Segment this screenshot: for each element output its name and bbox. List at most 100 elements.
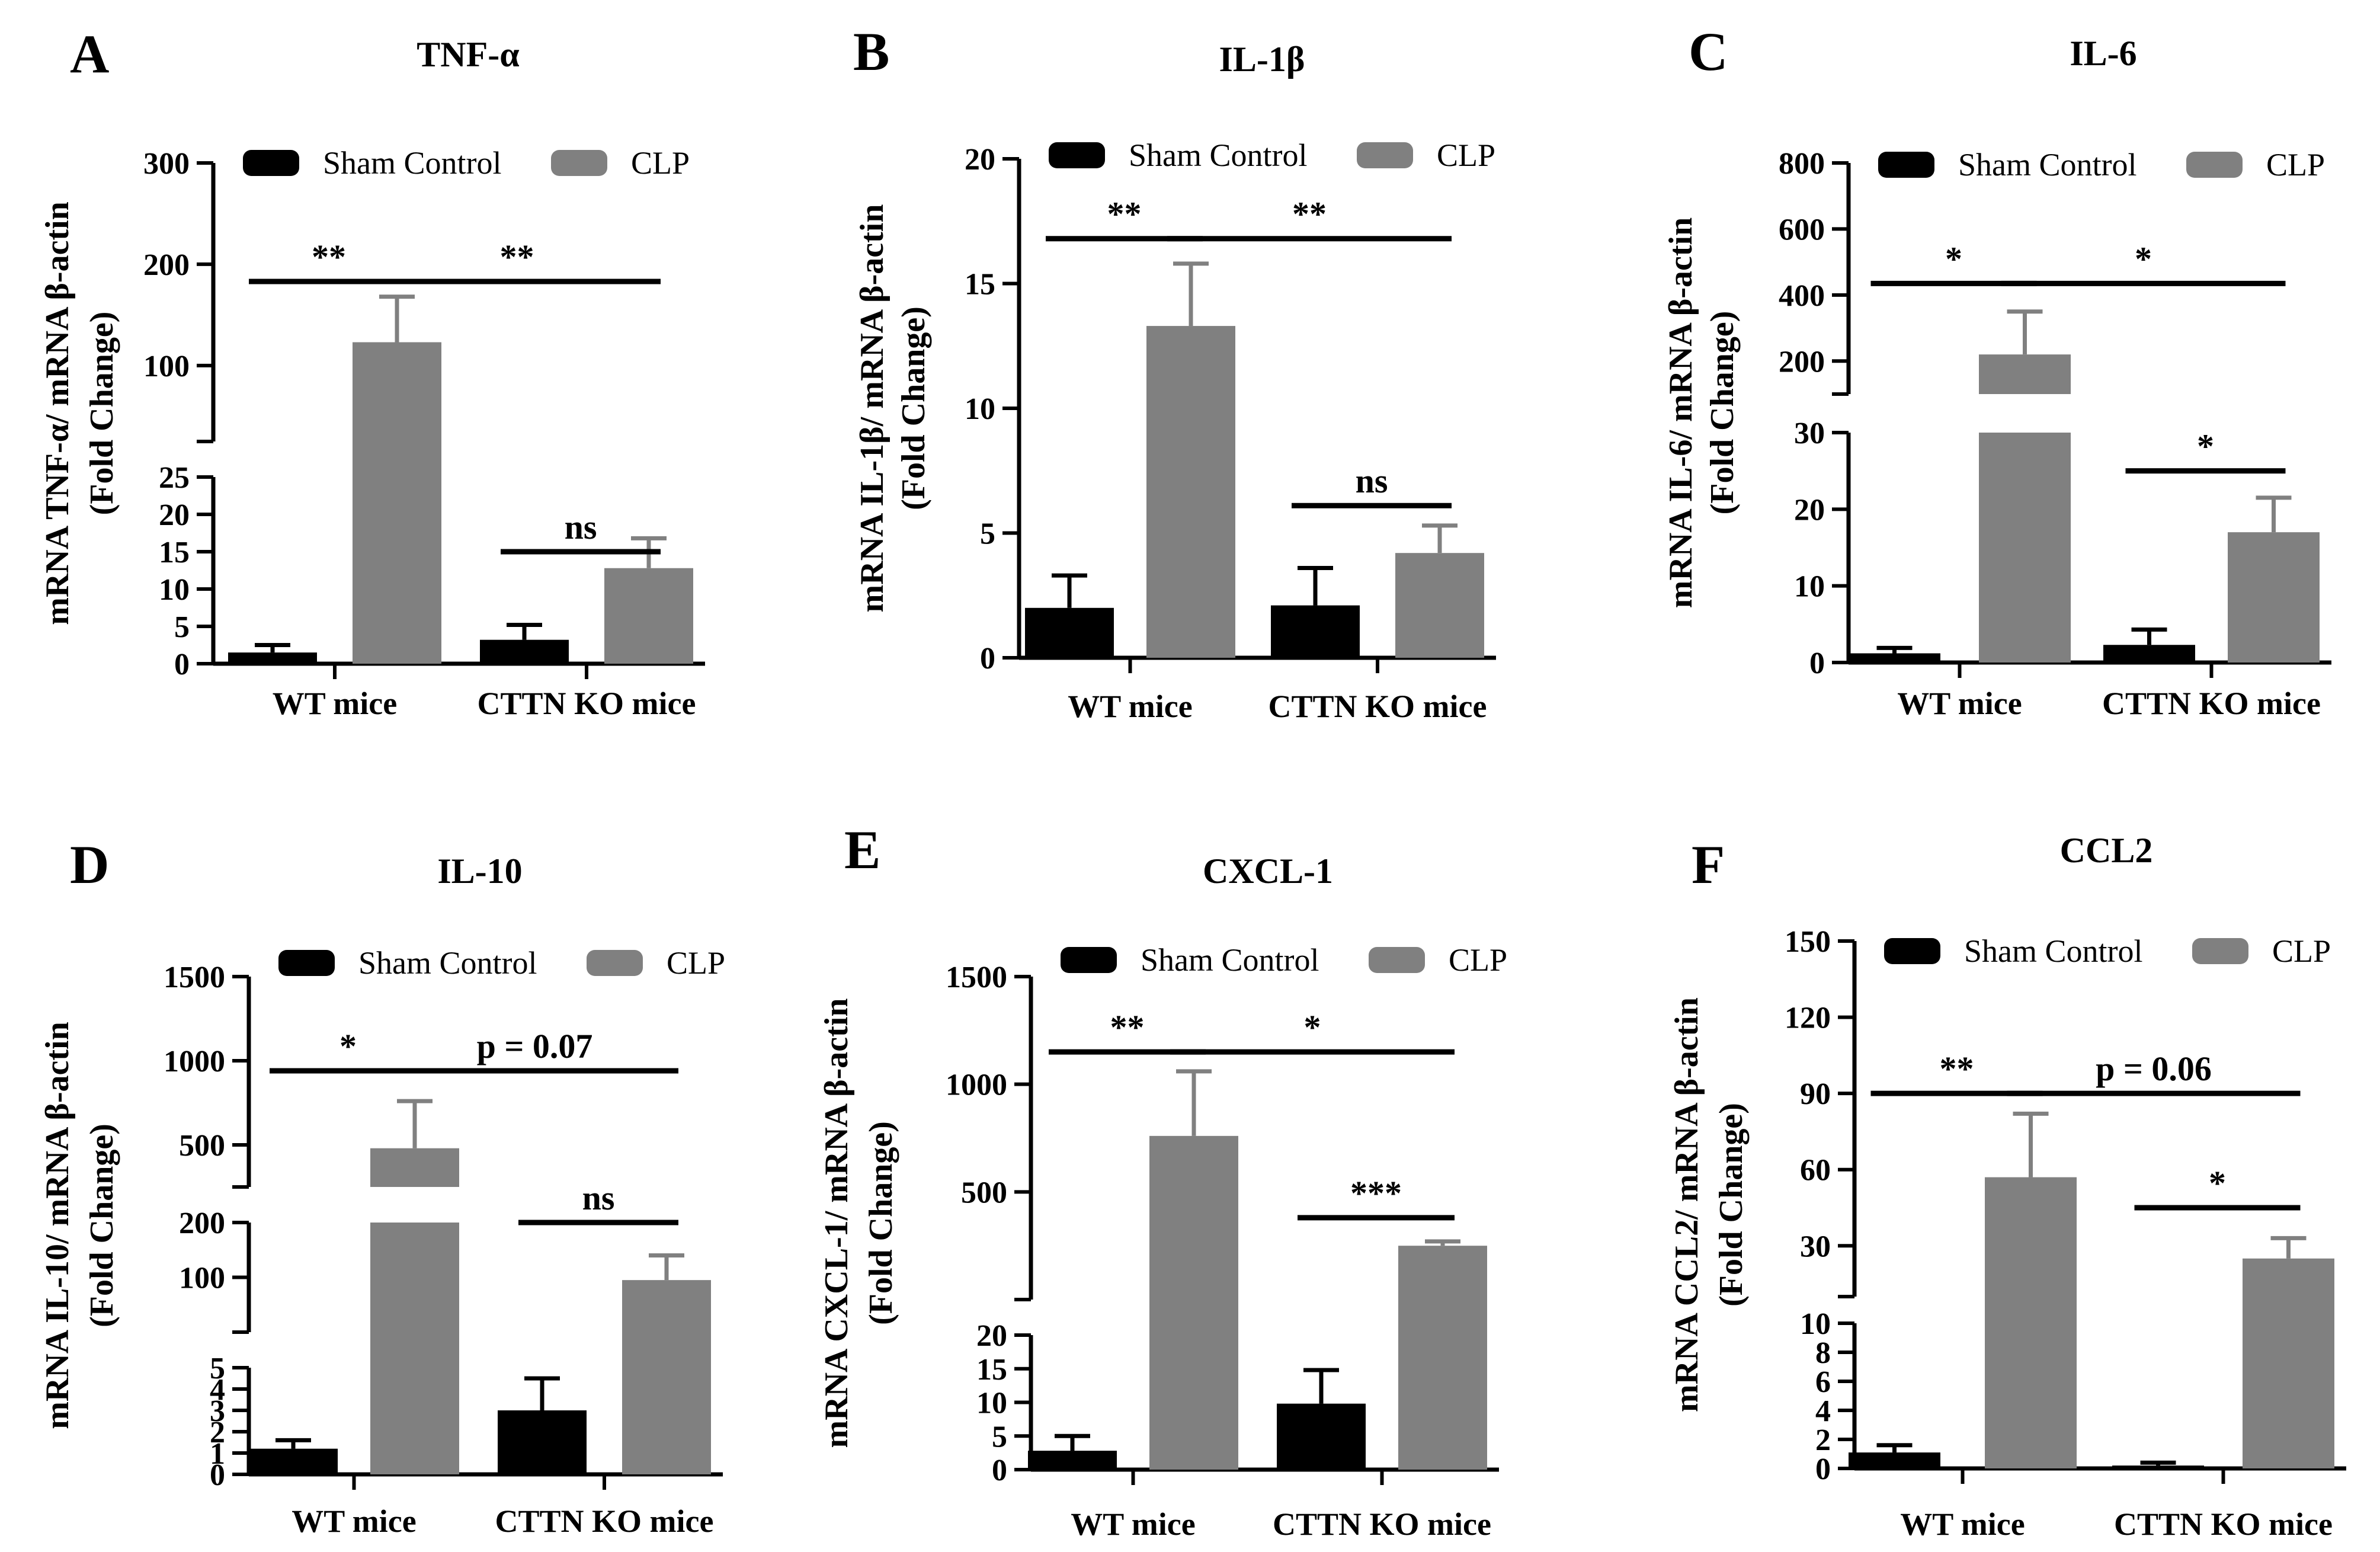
bar-clp xyxy=(370,1223,459,1474)
significance-label: ns xyxy=(565,508,597,546)
panel-title: IL-6 xyxy=(2070,34,2136,73)
y-axis-label: mRNA CXCL-1/ mRNA β-actin xyxy=(818,998,855,1448)
y-tick-label: 20 xyxy=(159,498,190,532)
y-axis-label: (Fold Change) xyxy=(1704,311,1741,515)
bar-sham-control xyxy=(1849,653,1940,663)
bar-sham-control xyxy=(1028,1451,1117,1470)
y-axis-label: (Fold Change) xyxy=(84,1124,120,1327)
bar-sham-control xyxy=(2103,645,2195,663)
y-tick-label: 300 xyxy=(143,147,190,181)
panel-d: D IL-10 mRNA IL-10/ mRNA β-actin (Fold Chan… xyxy=(39,834,725,1539)
bar-clp xyxy=(353,342,441,477)
significance-label: * xyxy=(2197,427,2214,466)
y-tick-label: 10 xyxy=(1794,570,1825,604)
legend-label: CLP xyxy=(1437,137,1495,173)
y-tick-label: 200 xyxy=(1779,345,1825,379)
y-tick-label: 60 xyxy=(1800,1154,1831,1188)
y-tick-label: 20 xyxy=(1794,493,1825,527)
y-tick-label: 0 xyxy=(174,648,190,681)
bar-sham-control xyxy=(1025,607,1114,658)
y-tick-label: 25 xyxy=(159,461,190,495)
y-tick-label: 15 xyxy=(976,1353,1007,1387)
y-tick-label: 2 xyxy=(210,1416,225,1449)
y-tick-label: 1500 xyxy=(164,961,225,994)
y-tick-label: 2 xyxy=(1815,1423,1831,1457)
y-tick-label: 90 xyxy=(1800,1077,1831,1111)
significance-label: * xyxy=(1304,1008,1321,1047)
bar-clp xyxy=(370,1148,459,1187)
bar-clp xyxy=(1395,553,1484,658)
legend-swatch xyxy=(1884,938,1940,964)
legend-label: CLP xyxy=(2266,147,2325,183)
y-axis-label: mRNA IL-6/ mRNA β-actin xyxy=(1663,217,1699,608)
x-category-label: CTTN KO mice xyxy=(2114,1506,2333,1542)
bar-clp xyxy=(1985,1177,2077,1323)
x-category-label: WT mice xyxy=(1071,1506,1195,1542)
significance-label: ** xyxy=(500,238,534,276)
legend-swatch xyxy=(1049,142,1105,168)
bar-clp xyxy=(353,477,441,664)
panel-title: TNF-α xyxy=(417,35,519,74)
bar-clp xyxy=(1979,433,2071,663)
significance-label: ** xyxy=(1292,195,1327,233)
significance-label: p = 0.06 xyxy=(2096,1049,2212,1088)
y-tick-label: 1500 xyxy=(946,961,1007,994)
significance-label: p = 0.07 xyxy=(477,1027,593,1065)
legend-label: CLP xyxy=(2272,933,2331,969)
legend-label: Sham Control xyxy=(323,145,502,181)
y-tick-label: 500 xyxy=(961,1176,1007,1209)
legend-swatch xyxy=(2186,152,2243,178)
y-tick-label: 8 xyxy=(1815,1336,1831,1370)
y-tick-label: 0 xyxy=(992,1454,1007,1487)
legend-label: CLP xyxy=(631,145,690,181)
significance-label: ns xyxy=(582,1179,615,1217)
y-tick-label: 120 xyxy=(1785,1001,1831,1035)
bar-clp xyxy=(2228,532,2320,663)
bar-clp xyxy=(604,568,693,664)
bar-sham-control xyxy=(228,652,317,664)
panel-letter: A xyxy=(70,24,109,84)
bar-clp xyxy=(2243,1258,2334,1323)
y-tick-label: 10 xyxy=(159,573,190,607)
panel-a: A TNF-α mRNA TNF-α/ mRNA β-actin (Fold Chan… xyxy=(39,24,705,721)
y-tick-label: 0 xyxy=(210,1458,225,1492)
y-tick-label: 10 xyxy=(1800,1307,1831,1341)
legend-label: Sham Control xyxy=(358,945,537,981)
y-axis-label: (Fold Change) xyxy=(895,306,932,510)
panel-letter: D xyxy=(70,834,109,895)
y-tick-label: 0 xyxy=(980,642,995,676)
legend-swatch xyxy=(243,150,299,176)
bar-sham-control xyxy=(1849,1452,1940,1468)
y-axis-label: mRNA TNF-α/ mRNA β-actin xyxy=(39,201,76,625)
bar-clp xyxy=(2243,1323,2334,1468)
y-tick-label: 200 xyxy=(143,248,190,282)
y-tick-label: 0 xyxy=(1815,1452,1831,1486)
bar-sham-control xyxy=(480,639,569,664)
y-tick-label: 400 xyxy=(1779,279,1825,313)
y-tick-label: 15 xyxy=(965,268,995,302)
x-category-label: CTTN KO mice xyxy=(478,686,696,721)
legend-swatch xyxy=(1357,142,1413,168)
significance-label: ** xyxy=(1940,1049,1974,1088)
panel-title: IL-10 xyxy=(437,852,522,891)
y-axis-label: mRNA CCL2/ mRNA β-actin xyxy=(1668,997,1705,1412)
y-tick-label: 1000 xyxy=(164,1045,225,1079)
legend-label: Sham Control xyxy=(1129,137,1308,173)
legend-swatch xyxy=(1369,947,1425,973)
y-axis-label: mRNA IL-1β/ mRNA β-actin xyxy=(854,204,891,613)
x-category-label: CTTN KO mice xyxy=(1273,1506,1491,1542)
significance-label: * xyxy=(2135,239,2152,278)
y-tick-label: 0 xyxy=(1809,647,1825,680)
bar-sham-control xyxy=(1277,1403,1366,1470)
panel-title: CCL2 xyxy=(2060,831,2153,870)
panel-c: C IL-6 mRNA IL-6/ mRNA β-actin (Fold Change… xyxy=(1663,21,2331,721)
y-axis-label: (Fold Change) xyxy=(84,312,120,516)
x-category-label: WT mice xyxy=(1897,686,2022,721)
y-tick-label: 10 xyxy=(965,392,995,426)
y-tick-label: 150 xyxy=(1785,925,1831,959)
x-category-label: WT mice xyxy=(1900,1506,2025,1542)
legend-swatch xyxy=(587,950,643,976)
y-axis-label: mRNA IL-10/ mRNA β-actin xyxy=(39,1022,76,1429)
panel-title: CXCL-1 xyxy=(1203,852,1333,891)
